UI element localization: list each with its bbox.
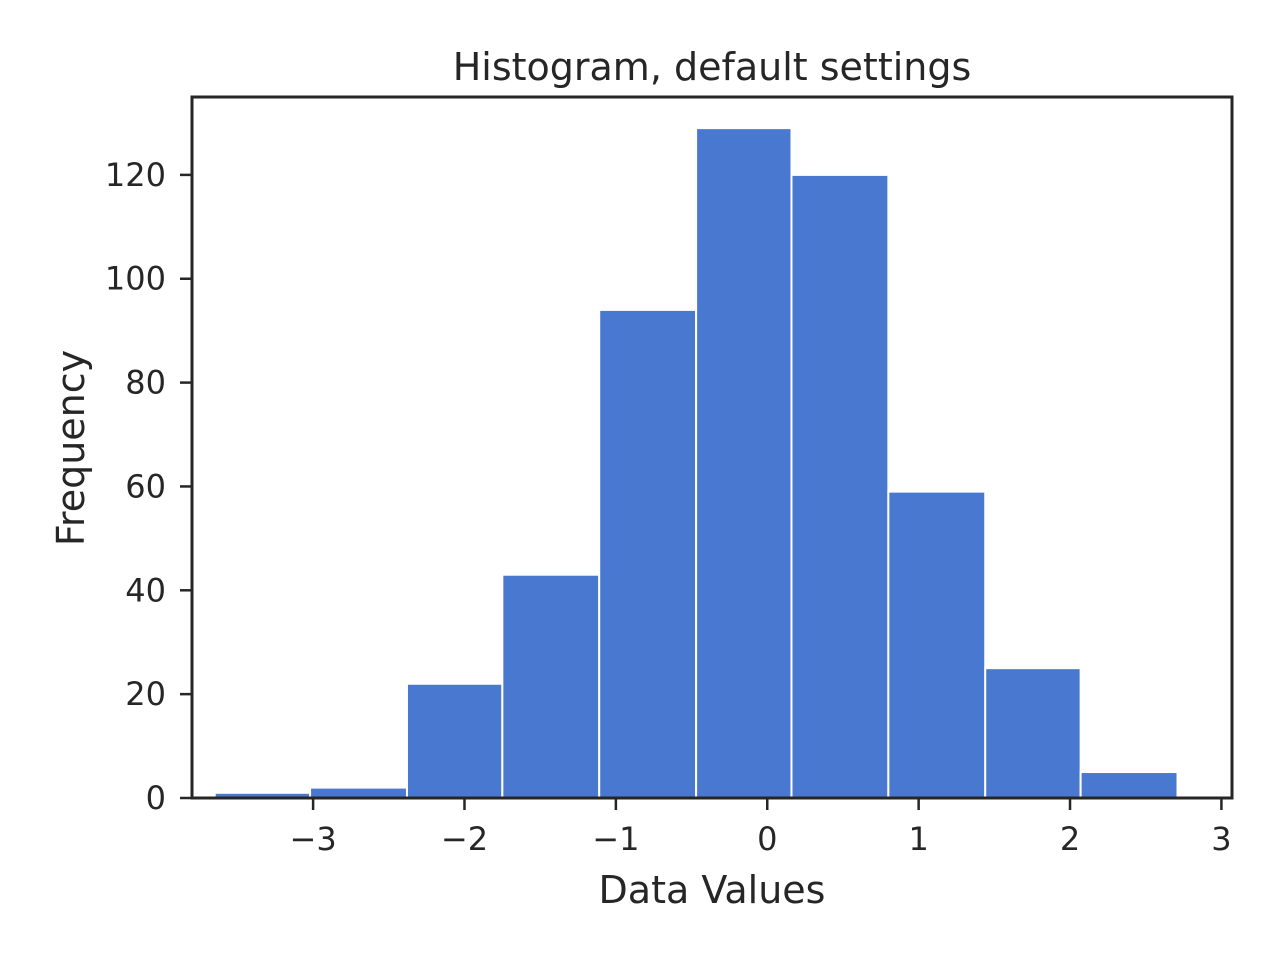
- histogram-bar-7: [790, 173, 890, 799]
- x-tick-label-4: 0: [757, 820, 777, 858]
- y-tick-label-2: 20: [125, 675, 166, 713]
- histogram-bar-3: [405, 682, 504, 799]
- x-axis: −3 −2 −1 0 1 2 3: [290, 798, 1232, 858]
- histogram-bar-8: [887, 490, 987, 799]
- x-tick-label-6: 2: [1060, 820, 1080, 858]
- x-tick-label-1: −3: [290, 820, 337, 858]
- histogram-bar-2: [309, 786, 408, 799]
- y-tick-label-5: 80: [125, 364, 166, 402]
- y-tick-label-3: 40: [125, 571, 166, 609]
- y-axis: 0 20 40 60 80 100 120: [105, 156, 192, 817]
- histogram-bar-10: [1079, 771, 1179, 800]
- x-tick-label-5: 1: [908, 820, 928, 858]
- histogram-bar-5: [598, 308, 698, 799]
- x-tick-label-7: 3: [1211, 820, 1231, 858]
- bars-group: [213, 127, 1179, 800]
- y-tick-label-7: 120: [105, 156, 166, 194]
- x-tick-label-2: −2: [441, 820, 488, 858]
- y-tick-label-6: 100: [105, 260, 166, 298]
- plot-frame: [190, 95, 1234, 800]
- y-axis-label: Frequency: [49, 350, 93, 546]
- x-tick-label-3: −1: [592, 820, 639, 858]
- chart-title: Histogram, default settings: [453, 45, 972, 89]
- x-axis-label: Data Values: [599, 868, 826, 912]
- histogram-bar-9: [984, 667, 1082, 799]
- y-tick-label-4: 60: [125, 467, 166, 505]
- histogram-bar-6: [695, 127, 793, 799]
- y-tick-label-1: 0: [146, 779, 166, 817]
- histogram-bar-4: [501, 573, 601, 799]
